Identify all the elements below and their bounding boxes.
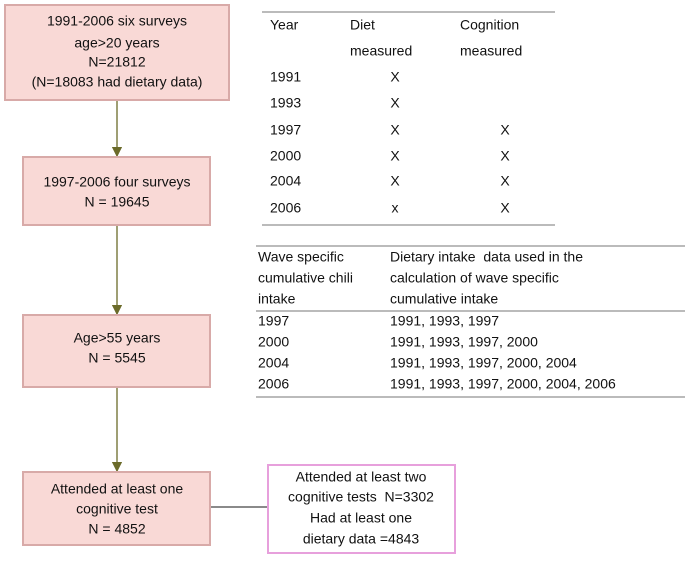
table-cell: X	[390, 69, 400, 85]
table-cell: X	[390, 148, 400, 164]
box-text: N = 19645	[85, 194, 150, 210]
box-text: Attended at least two	[296, 469, 427, 485]
table-header: Diet	[350, 17, 375, 33]
table-cell: 2004	[258, 355, 289, 371]
table-cell: X	[500, 148, 510, 164]
table-header: measured	[460, 43, 522, 59]
box-text: Had at least one	[310, 510, 412, 526]
box-text: Attended at least one	[51, 481, 184, 497]
table-header: cumulative chili	[258, 270, 353, 286]
table-cell: X	[390, 122, 400, 138]
table-lines	[256, 11, 685, 398]
table-cell: 1997	[258, 313, 289, 329]
box-text: N = 5545	[88, 350, 145, 366]
table-cell: 1997	[270, 122, 301, 138]
box-text: N = 4852	[88, 521, 145, 537]
table-cell: X	[390, 173, 400, 189]
box-text: (N=18083 had dietary data)	[32, 74, 203, 90]
table-cell: 1991	[270, 69, 301, 85]
table-header: measured	[350, 43, 412, 59]
table-cell: 2006	[258, 376, 289, 392]
table-cell: X	[390, 95, 400, 111]
texts: 1991-2006 six surveys age>20 years N=21812…	[32, 13, 616, 547]
box	[22, 471, 211, 546]
box-text: dietary data =4843	[303, 531, 420, 547]
box	[267, 464, 456, 554]
table-cell: 2004	[270, 173, 301, 189]
box-text: Age>55 years	[74, 330, 161, 346]
box	[22, 314, 211, 388]
table-cell: 1991, 1993, 1997, 2000	[390, 334, 538, 350]
box-text: cognitive tests N=3302	[288, 489, 434, 505]
table-cell: 1991, 1993, 1997	[390, 313, 499, 329]
table-cell: 1993	[270, 95, 301, 111]
box-text: 1997-2006 four surveys	[43, 174, 190, 190]
table-header: intake	[258, 291, 296, 307]
table-cell: 2000	[258, 334, 289, 350]
table-cell: X	[500, 122, 510, 138]
table-header: cumulative intake	[390, 291, 498, 307]
box-text: 1991-2006 six surveys	[47, 13, 187, 29]
table-cell: X	[500, 173, 510, 189]
table-header: Year	[270, 17, 299, 33]
table-cell: 2006	[270, 200, 301, 216]
arrows	[111, 100, 268, 508]
table-header: Wave specific	[258, 249, 344, 265]
box	[4, 4, 230, 101]
table-header: calculation of wave specific	[390, 270, 559, 286]
table-cell: x	[392, 200, 399, 216]
box-text: cognitive test	[76, 501, 158, 517]
boxes	[4, 4, 456, 554]
box-text: N=21812	[88, 54, 145, 70]
table-header: Dietary intake data used in the	[390, 249, 583, 265]
box-text: age>20 years	[74, 35, 159, 51]
table-cell: 2000	[270, 148, 301, 164]
table-cell: 1991, 1993, 1997, 2000, 2004, 2006	[390, 376, 616, 392]
table-cell: X	[500, 200, 510, 216]
table-header: Cognition	[460, 17, 519, 33]
table-cell: 1991, 1993, 1997, 2000, 2004	[390, 355, 577, 371]
box	[22, 156, 211, 226]
